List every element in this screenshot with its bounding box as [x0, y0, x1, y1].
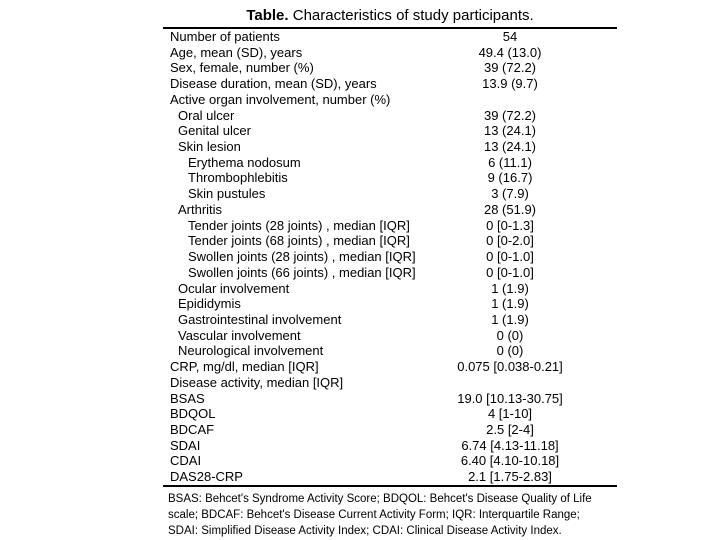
row-value: 1 (1.9) [491, 280, 529, 296]
table-row: Tender joints (68 joints) , median [IQR]… [163, 233, 617, 249]
row-label: Gastrointestinal involvement [178, 311, 342, 327]
row-value: 0 [0-2.0] [486, 233, 534, 249]
row-value: 13.9 (9.7) [482, 76, 538, 92]
table-row: Disease activity, median [IQR] [163, 375, 617, 391]
footnote-line: scale; BDCAF: Behcet's Disease Current A… [168, 509, 580, 521]
table-row: CRP, mg/dl, median [IQR] 0.075 [0.038-0.2… [163, 359, 617, 375]
row-value: 1 (1.9) [491, 311, 529, 327]
row-value: 0 [0-1.0] [486, 249, 534, 265]
row-label: Age, mean (SD), years [170, 44, 303, 60]
footnote-line: BSAS: Behcet's Syndrome Activity Score; … [168, 493, 592, 505]
table-row: Skin lesion 13 (24.1) [163, 139, 617, 155]
row-value: 0 [0-1.0] [486, 264, 534, 280]
table-row: BSAS 19.0 [10.13-30.75] [163, 391, 617, 407]
row-value: 19.0 [10.13-30.75] [457, 390, 563, 406]
row-label: Arthritis [178, 201, 223, 217]
table-row: Oral ulcer 39 (72.2) [163, 108, 617, 124]
table-row: Swollen joints (28 joints) , median [IQR… [163, 249, 617, 265]
table-row: CDAI 6.40 [4.10-10.18] [163, 453, 617, 469]
table-row: BDCAF 2.5 [2-4] [163, 422, 617, 438]
table-rows: Number of patients 54 Age, mean (SD), year… [163, 29, 617, 485]
table-row: Gastrointestinal involvement 1 (1.9) [163, 312, 617, 328]
table-row: Arthritis 28 (51.9) [163, 202, 617, 218]
table-row: Age, mean (SD), years 49.4 (13.0) [163, 45, 617, 61]
study-characteristics-table: Number of patients 54 Age, mean (SD), year… [163, 27, 617, 487]
row-label: Skin pustules [188, 186, 266, 202]
row-label: Genital ulcer [178, 123, 251, 139]
table-row: Tender joints (28 joints) , median [IQR]… [163, 218, 617, 234]
row-label: Disease activity, median [IQR] [170, 374, 344, 390]
row-value: 0.075 [0.038-0.21] [457, 359, 563, 375]
table-row: SDAI 6.74 [4.13-11.18] [163, 438, 617, 454]
row-value: 6 (11.1) [488, 154, 532, 170]
table-row: Neurological involvement 0 (0) [163, 343, 617, 359]
table-row: Thrombophlebitis 9 (16.7) [163, 170, 617, 186]
footnote-line: SDAI: Simplified Disease Activity Index;… [168, 525, 562, 537]
row-label: Swollen joints (66 joints) , median [IQR… [188, 264, 416, 280]
row-label: DAS28-CRP [170, 469, 243, 485]
table-title: Table. Characteristics of study particip… [163, 6, 617, 26]
row-value: 39 (72.2) [483, 60, 537, 76]
row-label: Sex, female, number (%) [170, 60, 314, 76]
row-label: Swollen joints (28 joints) , median [IQR… [188, 249, 416, 265]
row-value: 6.40 [4.10-10.18] [460, 453, 560, 469]
row-label: Thrombophlebitis [188, 170, 288, 186]
table-row: Epididymis 1 (1.9) [163, 296, 617, 312]
row-label: Disease duration, mean (SD), years [170, 76, 377, 92]
row-label: Oral ulcer [178, 107, 235, 123]
row-value: 9 (16.7) [487, 170, 533, 186]
row-value: 6.74 [4.13-11.18] [461, 437, 559, 453]
row-value: 3 (7.9) [491, 186, 529, 202]
row-value: 0 (0) [496, 327, 524, 343]
row-value: 0 (0) [496, 343, 524, 359]
row-label: Ocular involvement [178, 280, 290, 296]
row-value: 0 [0-1.3] [486, 217, 534, 233]
table-title-label: Table. [246, 7, 289, 24]
row-label: Active organ involvement, number (%) [170, 91, 391, 107]
table-title-text: Characteristics of study participants. [288, 7, 534, 24]
row-label: Tender joints (28 joints) , median [IQR] [188, 217, 410, 233]
row-value: 13 (24.1) [483, 123, 537, 139]
table-row: Disease duration, mean (SD), years 13.9 (… [163, 76, 617, 92]
table-row: Erythema nodosum 6 (11.1) [163, 155, 617, 171]
row-value: 49.4 (13.0) [478, 44, 542, 60]
table-footnote: BSAS: Behcet's Syndrome Activity Score; … [168, 491, 638, 539]
row-value: 2.1 [1.75-2.83] [468, 469, 552, 485]
table-row: DAS28-CRP 2.1 [1.75-2.83] [163, 469, 617, 485]
table-row: Ocular involvement 1 (1.9) [163, 281, 617, 297]
row-label: Erythema nodosum [188, 154, 301, 170]
table-row: Skin pustules 3 (7.9) [163, 186, 617, 202]
row-label: Neurological involvement [178, 343, 324, 359]
row-label: Tender joints (68 joints) , median [IQR] [188, 233, 410, 249]
row-label: Skin lesion [178, 139, 241, 155]
row-label: Vascular involvement [178, 327, 301, 343]
row-label: Epididymis [178, 296, 241, 312]
table-row: Number of patients 54 [163, 29, 617, 45]
row-label: BSAS [170, 390, 205, 406]
row-value: 4 [1-10] [487, 406, 533, 422]
table-row: Active organ involvement, number (%) [163, 92, 617, 108]
row-value: 28 (51.9) [483, 201, 537, 217]
row-label: SDAI [170, 437, 201, 453]
row-value: 54 [502, 29, 518, 44]
row-label: CDAI [170, 453, 202, 469]
table-row: Vascular involvement 0 (0) [163, 328, 617, 344]
row-label: BDCAF [170, 421, 215, 437]
row-value: 1 (1.9) [491, 296, 529, 312]
table-row: Genital ulcer 13 (24.1) [163, 123, 617, 139]
row-value: 13 (24.1) [483, 139, 537, 155]
table-row: BDQOL 4 [1-10] [163, 406, 617, 422]
row-label: Number of patients [170, 29, 280, 44]
table-row: Sex, female, number (%) 39 (72.2) [163, 60, 617, 76]
row-label: CRP, mg/dl, median [IQR] [170, 359, 319, 375]
row-value: 2.5 [2-4] [486, 421, 534, 437]
row-label: BDQOL [170, 406, 216, 422]
row-value: 39 (72.2) [483, 107, 537, 123]
table-row: Swollen joints (66 joints) , median [IQR… [163, 265, 617, 281]
